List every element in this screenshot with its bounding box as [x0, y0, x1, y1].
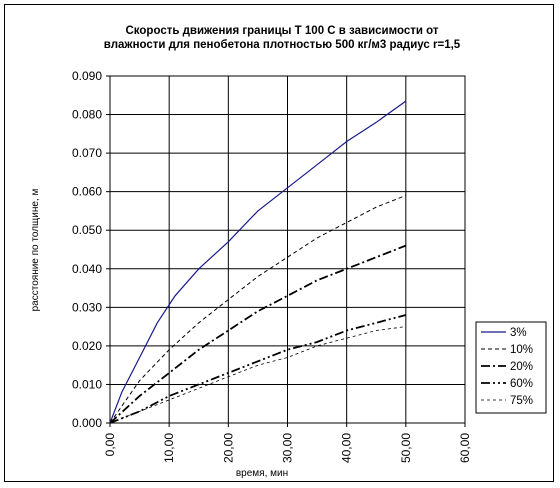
y-tick-label: 0.090 — [72, 69, 102, 83]
chart-title-line-1: Скорость движения границы Т 100 С в зави… — [125, 25, 438, 37]
legend-label: 10% — [510, 344, 533, 356]
series-line-4 — [109, 314, 407, 424]
plot-area: 0.000 0.010 0.020 0.030 0.040 0.050 0.060 0.070… — [72, 69, 472, 463]
legend-box — [475, 321, 547, 414]
legend-label: 75% — [510, 395, 533, 407]
plot-border — [109, 75, 466, 424]
x-tick-label: 40,00 — [340, 433, 354, 463]
series-line-5 — [109, 326, 406, 424]
x-tick-label: 20,00 — [221, 433, 235, 463]
x-tick-label: 50,00 — [399, 433, 413, 463]
legend: 3% 10% 20% 60% 75% — [475, 321, 547, 414]
x-tick-label: 60,00 — [458, 433, 472, 463]
y-tick-label: 0.000 — [72, 416, 102, 430]
y-tick-label: 0.030 — [72, 300, 102, 314]
y-tick-label: 0.040 — [72, 262, 102, 276]
legend-label: 60% — [510, 378, 533, 390]
x-tick-label: 0,00 — [103, 433, 117, 457]
y-tick-label: 0.050 — [72, 223, 102, 237]
x-axis-label: время, мин — [236, 468, 288, 479]
y-axis-label: расстояние по толщине, м — [30, 189, 41, 312]
x-tick-label: 10,00 — [162, 433, 176, 463]
y-tick-label: 0.010 — [72, 377, 102, 391]
x-tick-label: 30,00 — [281, 433, 295, 463]
y-tick-label: 0.020 — [72, 339, 102, 353]
y-tick-label: 0.080 — [72, 108, 102, 122]
series-line-3 — [109, 244, 407, 424]
series-line-2 — [109, 195, 406, 424]
legend-label: 20% — [510, 361, 533, 373]
y-tick-label: 0.060 — [72, 185, 102, 199]
chart-title-line-2: влажности для пенобетона плотностью 500 … — [104, 39, 461, 51]
series-line-1 — [109, 100, 407, 424]
y-tick-label: 0.070 — [72, 146, 102, 160]
legend-label: 3% — [510, 327, 527, 339]
